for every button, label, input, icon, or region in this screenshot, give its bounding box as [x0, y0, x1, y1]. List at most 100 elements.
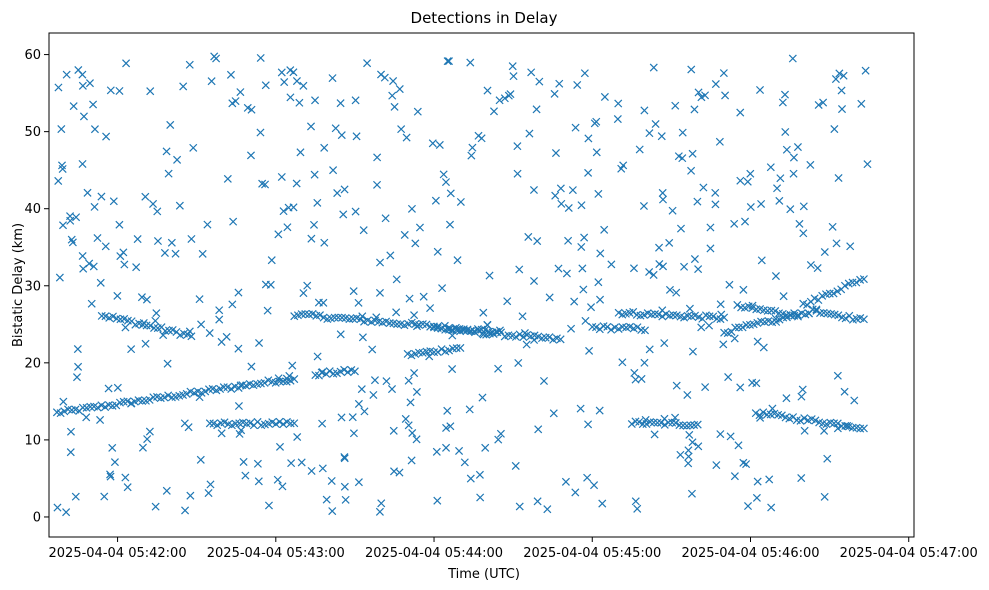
data-point — [479, 308, 488, 317]
data-point — [87, 299, 96, 308]
data-point — [777, 411, 786, 420]
data-point — [439, 170, 448, 179]
data-point — [833, 424, 842, 433]
y-tick-label: 0 — [33, 510, 41, 525]
data-point — [724, 373, 733, 382]
data-point — [256, 53, 265, 63]
data-point — [349, 429, 358, 438]
data-point — [137, 293, 146, 302]
data-point — [303, 281, 312, 290]
data-point — [285, 371, 294, 380]
data-point — [127, 399, 136, 408]
data-point — [78, 403, 87, 412]
data-point — [693, 197, 702, 206]
data-point — [275, 442, 285, 451]
data-point — [73, 345, 82, 354]
data-point — [830, 125, 839, 134]
data-point — [234, 288, 243, 297]
data-point — [678, 154, 687, 163]
data-point — [533, 497, 542, 506]
data-point — [514, 358, 523, 368]
data-point — [66, 427, 75, 436]
data-point — [79, 264, 88, 273]
chart-title: Detections in Delay — [411, 9, 558, 27]
data-point — [359, 226, 368, 235]
data-point — [730, 334, 739, 343]
data-point — [387, 385, 397, 394]
data-point — [658, 188, 667, 197]
data-point — [798, 385, 807, 394]
y-tick-label: 60 — [24, 48, 41, 63]
x-tick-label: 2025-04-04 05:43:00 — [207, 546, 345, 561]
data-point — [375, 288, 384, 297]
data-point — [687, 65, 696, 74]
data-point — [573, 80, 582, 89]
data-point — [814, 100, 823, 110]
data-point — [78, 251, 87, 261]
plot-area — [48, 32, 915, 538]
data-point — [60, 407, 69, 416]
data-point — [513, 142, 522, 151]
data-point — [837, 105, 847, 114]
data-point — [820, 248, 829, 257]
data-point — [779, 313, 788, 322]
data-point — [655, 260, 664, 269]
data-point — [598, 499, 607, 508]
data-point — [297, 310, 306, 319]
data-point — [655, 243, 664, 252]
data-point — [639, 201, 648, 211]
data-point — [258, 179, 267, 188]
data-point — [404, 421, 413, 430]
data-point — [812, 306, 821, 315]
data-point — [782, 145, 791, 154]
data-point — [834, 311, 843, 320]
data-point — [142, 295, 151, 304]
data-point — [820, 492, 829, 501]
data-point — [672, 288, 681, 297]
data-point — [857, 99, 866, 108]
data-point — [595, 406, 604, 415]
data-point — [318, 419, 327, 428]
data-point — [141, 192, 150, 201]
data-point — [545, 333, 554, 342]
data-point — [104, 384, 113, 393]
data-point — [113, 291, 122, 300]
data-point — [102, 132, 111, 141]
data-point — [411, 239, 420, 248]
data-point — [213, 421, 222, 430]
data-point — [706, 244, 715, 253]
data-point — [477, 134, 486, 143]
data-point — [829, 289, 838, 298]
data-point — [260, 378, 269, 387]
data-point — [640, 358, 649, 367]
data-point — [336, 99, 345, 108]
data-point — [160, 248, 169, 257]
data-point — [485, 271, 494, 280]
data-point — [820, 426, 829, 435]
data-point — [739, 458, 748, 467]
data-point — [187, 332, 196, 341]
data-point — [441, 325, 450, 334]
data-point — [483, 320, 492, 329]
data-point — [442, 443, 451, 452]
data-point — [331, 124, 340, 133]
data-point — [539, 376, 549, 385]
data-point — [687, 489, 696, 498]
data-point — [373, 153, 382, 162]
data-point — [369, 390, 378, 400]
data-point — [354, 298, 363, 307]
data-point — [475, 470, 484, 479]
data-point — [757, 199, 766, 208]
data-point — [504, 91, 513, 100]
data-point — [320, 143, 329, 152]
data-point — [67, 235, 76, 244]
data-point — [759, 343, 768, 352]
data-point — [756, 413, 765, 422]
data-point — [788, 54, 797, 63]
data-point — [412, 322, 422, 331]
data-point — [479, 330, 488, 339]
data-point — [513, 169, 522, 178]
data-point — [859, 275, 868, 284]
data-point — [658, 195, 668, 204]
data-point — [286, 66, 295, 75]
